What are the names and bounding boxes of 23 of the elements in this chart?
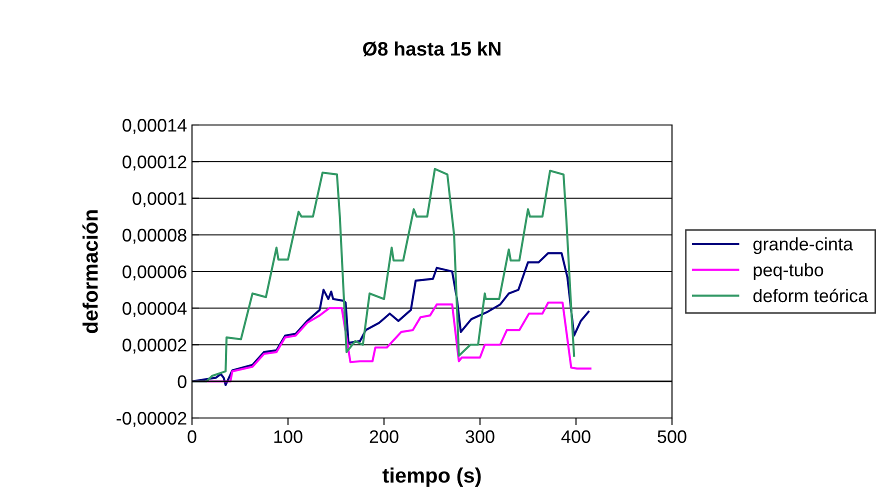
- x-tick-label: 400: [561, 430, 590, 444]
- line-series: [192, 168, 576, 382]
- y-axis-title: deformación: [82, 210, 98, 334]
- chart-title: Ø8 hasta 15 kN: [363, 41, 500, 56]
- x-tick-label: 300: [466, 430, 494, 444]
- x-tick-label: 200: [370, 430, 398, 444]
- legend-label: deform teórica: [753, 288, 868, 302]
- y-tick-label: 0,00008: [122, 228, 186, 244]
- y-tick-label: 0,0001: [132, 192, 186, 208]
- x-axis-title: tiempo (s): [382, 467, 481, 487]
- y-tick-label: 0,00014: [122, 118, 187, 134]
- y-tick-label: 0,00006: [122, 265, 186, 280]
- y-tick-label: 0,00002: [122, 338, 186, 354]
- y-tick-label: 0: [178, 375, 186, 388]
- y-tick-label: 0,00012: [122, 156, 186, 170]
- legend-label: grande-cinta: [753, 237, 854, 254]
- x-tick-label: 100: [274, 430, 302, 444]
- y-tick-label: -0,00002: [116, 412, 186, 427]
- line-series: [192, 252, 590, 386]
- y-tick-label: 0,00004: [122, 302, 187, 317]
- x-tick-label: 500: [658, 430, 686, 444]
- x-tick-label: 0: [188, 430, 196, 444]
- legend-label: peq-tubo: [754, 263, 824, 280]
